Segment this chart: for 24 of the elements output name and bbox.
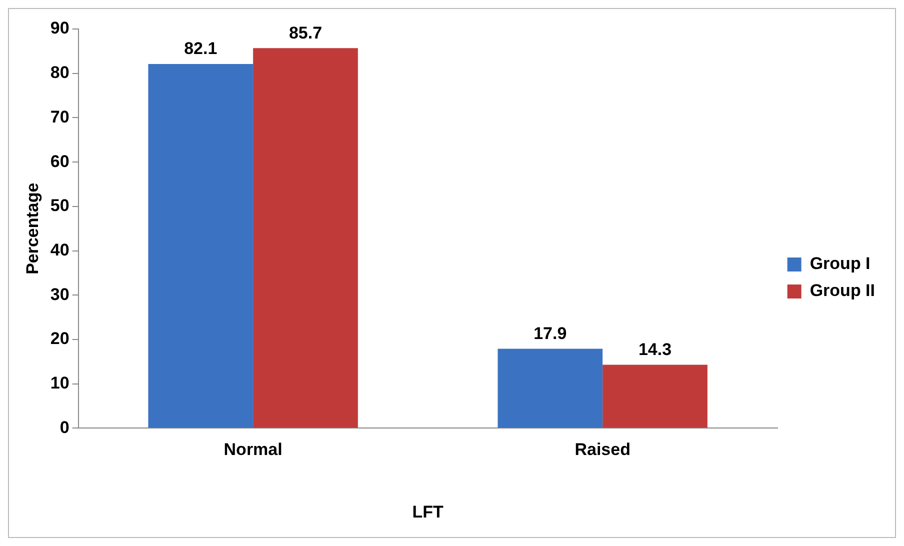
y-tick-label: 70 — [50, 107, 70, 126]
y-tick-label: 50 — [50, 196, 70, 216]
y-tick-label: 0 — [60, 418, 70, 437]
legend-label: Group I — [810, 254, 870, 274]
bar — [253, 48, 358, 428]
legend-label: Group II — [810, 281, 876, 300]
data-label: 17.9 — [534, 324, 567, 343]
y-axis-title: Percentage — [22, 182, 42, 274]
y-tick-label: 20 — [50, 329, 70, 348]
bar — [148, 64, 254, 428]
y-tick-label: 80 — [50, 63, 70, 82]
bar — [498, 348, 603, 428]
y-tick-label: 30 — [50, 284, 70, 304]
y-tick-label: 40 — [50, 240, 70, 260]
x-tick-label: Normal — [224, 440, 282, 460]
bar — [602, 364, 708, 428]
x-axis-title: LFT — [412, 502, 444, 522]
data-label: 85.7 — [288, 23, 322, 42]
data-label: 14.3 — [638, 340, 672, 359]
y-tick-label: 90 — [50, 18, 70, 38]
x-tick-label: Raised — [574, 440, 630, 460]
y-tick-label: 10 — [50, 374, 70, 393]
data-label: 82.1 — [184, 39, 218, 58]
y-tick-label: 60 — [50, 152, 70, 171]
